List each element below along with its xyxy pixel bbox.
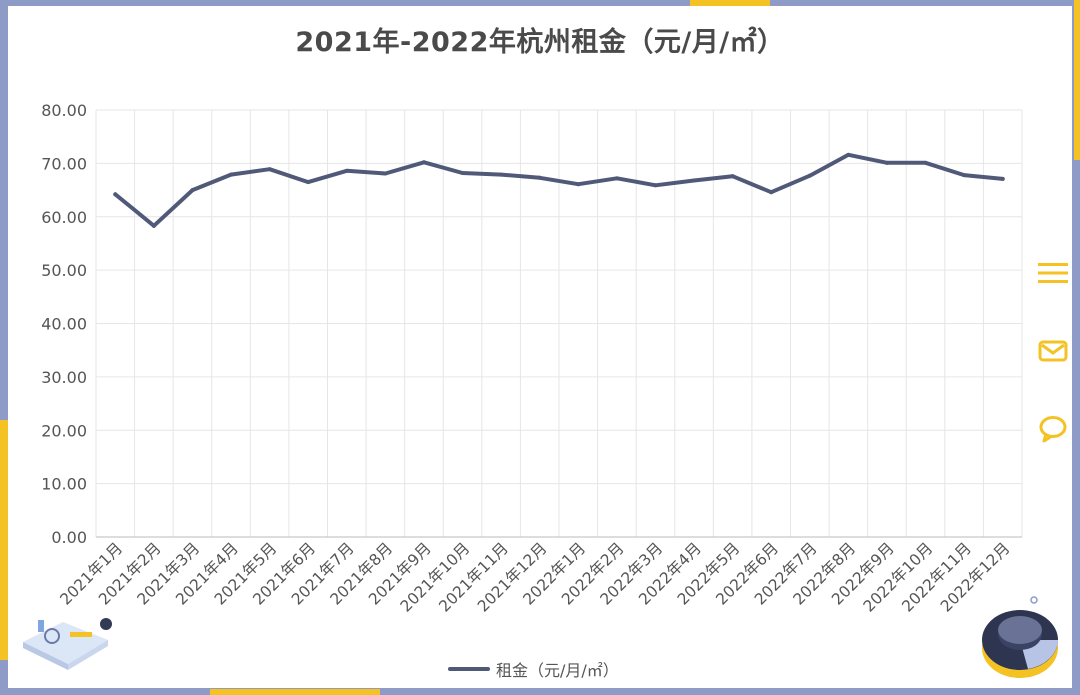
data-point bbox=[884, 160, 889, 165]
data-point bbox=[923, 160, 928, 165]
series-line bbox=[113, 152, 1005, 228]
data-point bbox=[267, 167, 272, 172]
frame-accent-top bbox=[690, 0, 770, 6]
data-point bbox=[614, 176, 619, 181]
y-tick-label: 10.00 bbox=[41, 475, 87, 494]
data-point bbox=[653, 183, 658, 188]
y-tick-label: 30.00 bbox=[41, 368, 87, 387]
chat-bubble-icon[interactable] bbox=[1036, 412, 1070, 446]
y-tick-label: 80.00 bbox=[41, 101, 87, 120]
data-point bbox=[537, 175, 542, 180]
data-point bbox=[807, 173, 812, 178]
data-point bbox=[499, 172, 504, 177]
legend-label: 租金（元/月/㎡） bbox=[496, 661, 619, 680]
decorative-book-illustration bbox=[23, 618, 112, 670]
data-point bbox=[576, 182, 581, 187]
data-point bbox=[769, 190, 774, 195]
mail-icon[interactable] bbox=[1036, 334, 1070, 368]
chart-panel: 2021年-2022年杭州租金（元/月/㎡） 0.00 10.00 20.00 30.… bbox=[8, 6, 1072, 688]
data-point bbox=[151, 223, 156, 228]
chart-legend[interactable]: 租金（元/月/㎡） bbox=[448, 657, 619, 681]
data-point bbox=[1000, 176, 1005, 181]
legend-swatch bbox=[448, 667, 490, 671]
line-chart: 0.00 10.00 20.00 30.00 40.00 50.00 60.00 70.00 8… bbox=[41, 101, 1023, 616]
data-point bbox=[692, 178, 697, 183]
data-point bbox=[962, 173, 967, 178]
data-point bbox=[730, 174, 735, 179]
y-tick-label: 0.00 bbox=[51, 528, 87, 547]
data-point bbox=[846, 152, 851, 157]
decorative-pie-illustration bbox=[982, 596, 1058, 678]
data-point bbox=[190, 188, 195, 193]
data-point bbox=[421, 160, 426, 165]
y-tick-label: 50.00 bbox=[41, 261, 87, 280]
data-point bbox=[383, 171, 388, 176]
chart-title: 2021年-2022年杭州租金（元/月/㎡） bbox=[295, 27, 785, 58]
data-point bbox=[344, 168, 349, 173]
side-toolbar bbox=[1033, 256, 1073, 490]
frame-accent-left bbox=[0, 420, 8, 660]
data-point bbox=[113, 192, 118, 197]
y-tick-label: 60.00 bbox=[41, 208, 87, 227]
frame-accent-bottom bbox=[210, 689, 380, 695]
data-point bbox=[229, 172, 234, 177]
y-tick-label: 70.00 bbox=[41, 154, 87, 173]
y-tick-label: 20.00 bbox=[41, 421, 87, 440]
data-point bbox=[460, 170, 465, 175]
y-tick-label: 40.00 bbox=[41, 315, 87, 334]
menu-icon[interactable] bbox=[1036, 256, 1070, 290]
data-point bbox=[306, 180, 311, 185]
frame-accent-right bbox=[1074, 0, 1080, 160]
